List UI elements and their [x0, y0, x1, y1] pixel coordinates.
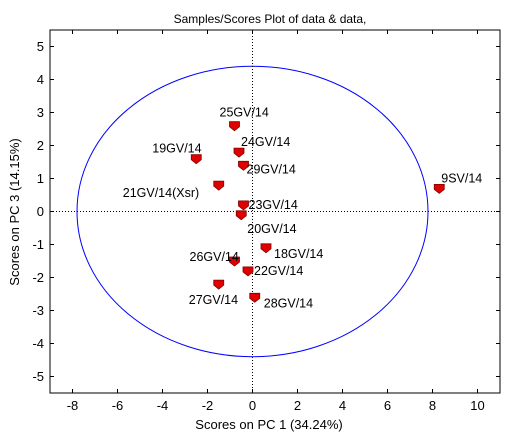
point-marker — [242, 266, 254, 277]
y-tick-label: -5 — [32, 369, 44, 384]
points-layer: 25GV/14 24GV/14 19GV/14 29GV/14 9SV/14 21GV/1… — [123, 106, 483, 311]
x-tick-label: 0 — [249, 398, 256, 413]
x-tick-label: 8 — [429, 398, 436, 413]
data-point: 9SV/14 — [433, 171, 482, 194]
data-point: 28GV/14 — [249, 292, 313, 310]
point-label: 18GV/14 — [274, 247, 323, 261]
data-point: 20GV/14 — [235, 210, 297, 236]
y-tick-label: 4 — [37, 72, 44, 87]
point-label: 26GV/14 — [190, 250, 239, 264]
y-tick-label: 3 — [37, 105, 44, 120]
x-tick-label: 4 — [339, 398, 346, 413]
y-tick-label: 5 — [37, 39, 44, 54]
x-axis-title: Scores on PC 1 (34.24%) — [195, 417, 342, 432]
y-axis-title: Scores on PC 3 (14.15%) — [7, 138, 22, 285]
point-marker — [238, 160, 249, 171]
point-label: 28GV/14 — [264, 296, 313, 310]
data-point: 23GV/14 — [238, 198, 298, 212]
point-marker — [229, 256, 240, 267]
point-marker — [433, 184, 445, 194]
x-tick-label: 6 — [384, 398, 391, 413]
point-label: 29GV/14 — [247, 162, 296, 176]
point-marker — [249, 292, 261, 303]
data-point: 18GV/14 — [260, 243, 323, 261]
data-point: 29GV/14 — [238, 160, 296, 176]
zero-lines-layer — [50, 30, 500, 393]
point-marker — [229, 121, 240, 132]
y-tick-label: 2 — [37, 138, 44, 153]
data-point: 19GV/14 — [152, 142, 202, 165]
y-tick-label: -2 — [32, 270, 44, 285]
point-label: 21GV/14(Xsr) — [123, 186, 199, 200]
x-tick-label: 10 — [470, 398, 484, 413]
y-tick-label: 1 — [37, 171, 44, 186]
data-point: 24GV/14 — [233, 135, 290, 158]
x-tick-label: -2 — [202, 398, 214, 413]
x-tick-label: 2 — [294, 398, 301, 413]
point-label: 20GV/14 — [247, 222, 296, 236]
x-tick-label: -8 — [67, 398, 79, 413]
y-tick-label: -4 — [32, 336, 44, 351]
x-tick-label: -4 — [157, 398, 169, 413]
point-marker — [260, 243, 272, 254]
data-point: 22GV/14 — [242, 264, 303, 278]
point-label: 19GV/14 — [152, 142, 201, 156]
point-label: 24GV/14 — [241, 135, 290, 149]
point-marker — [233, 147, 245, 158]
data-point: 25GV/14 — [220, 106, 269, 132]
point-marker — [235, 210, 247, 221]
point-label: 25GV/14 — [220, 106, 269, 120]
y-tick-label: -3 — [32, 303, 44, 318]
data-point: 21GV/14(Xsr) — [123, 180, 225, 200]
data-point: 26GV/14 — [190, 250, 240, 267]
point-marker — [213, 180, 225, 191]
point-label: 22GV/14 — [254, 264, 303, 278]
data-point: 27GV/14 — [189, 279, 238, 307]
point-label: 23GV/14 — [249, 198, 298, 212]
y-tick-label: -1 — [32, 237, 44, 252]
point-marker — [190, 154, 202, 165]
point-marker — [213, 279, 225, 290]
x-tick-label: -6 — [112, 398, 124, 413]
ticks-layer: -8 -6 -4 -2 0 2 4 6 8 10 -5 -4 -3 -2 -1 0 1 2 3 4 5 — [32, 30, 500, 413]
y-tick-label: 0 — [37, 204, 44, 219]
point-label: 9SV/14 — [441, 171, 482, 185]
point-marker — [238, 200, 249, 211]
chart-title: Samples/Scores Plot of data & data, — [174, 12, 367, 26]
point-label: 27GV/14 — [189, 293, 238, 307]
